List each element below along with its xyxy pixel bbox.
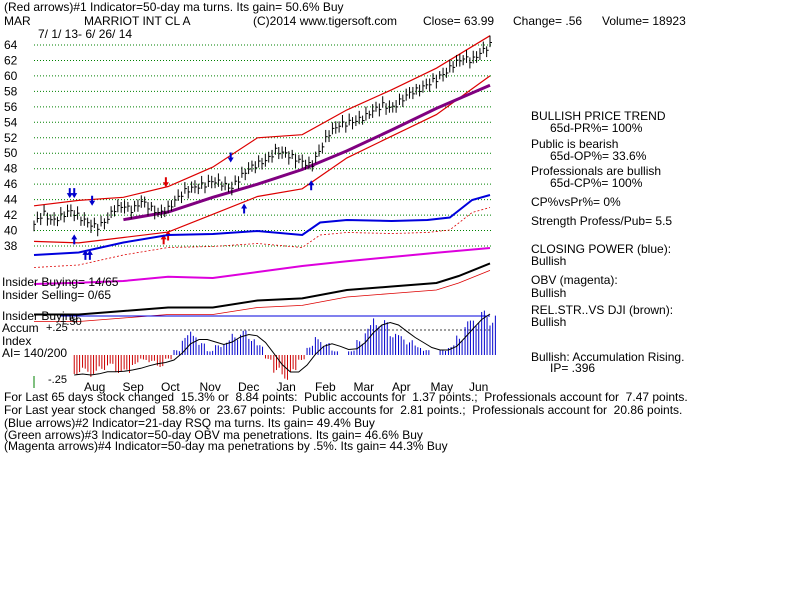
- accumulation-status: Bullish: Accumulation Rising.: [531, 350, 685, 364]
- blue-arrow-up: [86, 249, 93, 260]
- cp-vs-pr: CP%vsPr%= 0%: [531, 195, 621, 209]
- insider-selling-label: Insider Selling= 0/65: [2, 288, 112, 302]
- footer-blue-arrows: (Blue arrows)#2 Indicator=21-day RSQ ma …: [4, 416, 375, 430]
- obv-line: [33, 247, 491, 285]
- close-value: Close= 63.99: [423, 14, 495, 28]
- accum-label: Accum: [2, 321, 39, 335]
- strength-ratio: Strength Profess/Pub= 5.5: [531, 214, 673, 228]
- month-dec: Dec: [238, 380, 259, 394]
- y-tick-42: 42: [4, 208, 18, 222]
- obv-label: OBV (magenta):: [531, 273, 618, 287]
- month-may: May: [431, 380, 454, 394]
- accum-ma-line: [74, 313, 491, 376]
- month-mar: Mar: [354, 380, 375, 394]
- signal-arrows: [66, 152, 315, 260]
- insider-buying-label: Insider Buying= 14/65: [2, 275, 119, 289]
- relstr-ma: [34, 270, 491, 322]
- y-tick-58: 58: [4, 84, 18, 98]
- accumulation-bars: [60, 310, 496, 380]
- blue-arrow-down: [66, 188, 73, 199]
- public-status: Public is bearish: [531, 137, 619, 151]
- upper-band: [33, 35, 491, 207]
- month-apr: Apr: [392, 380, 411, 394]
- footer-year: For Last year stock changed 58.8% or 23.…: [4, 403, 683, 417]
- month-feb: Feb: [315, 380, 336, 394]
- red-arrow-down: [162, 177, 169, 188]
- footer-magenta-arrows: (Magenta arrows)#4 Indicator=50-day ma p…: [4, 439, 448, 453]
- relstr-label: REL.STR..VS DJI (brown):: [531, 303, 674, 317]
- y-tick-50: 50: [4, 146, 18, 160]
- month-oct: Oct: [161, 380, 180, 394]
- blue-arrow-down: [89, 195, 96, 206]
- ai-label: AI= 140/200: [2, 346, 68, 360]
- company-name: MARRIOT INT CL A: [84, 14, 191, 28]
- blue-arrow-down: [227, 152, 234, 163]
- blue-arrow-up: [241, 203, 248, 214]
- y-tick-40: 40: [4, 224, 18, 238]
- insider-buying-label-2: Insider Buying: [2, 309, 79, 323]
- month-jan: Jan: [277, 380, 296, 394]
- cp-value: 65d-CP%= 100%: [550, 176, 643, 190]
- index-label: Index: [2, 334, 32, 348]
- trend-title: BULLISH PRICE TREND: [531, 109, 666, 123]
- y-tick-56: 56: [4, 100, 18, 114]
- month-nov: Nov: [200, 380, 221, 394]
- blue-arrow-down: [71, 188, 78, 199]
- plus25-label: +.25: [46, 322, 68, 334]
- price-grid: [34, 44, 492, 247]
- y-tick-48: 48: [4, 162, 18, 176]
- obv-status: Bullish: [531, 286, 567, 300]
- professional-status: Professionals are bullish: [531, 164, 662, 178]
- y-tick-60: 60: [4, 69, 18, 83]
- blue-arrow-up: [82, 249, 89, 260]
- price-bars: [33, 35, 492, 237]
- y-tick-44: 44: [4, 193, 18, 207]
- blue-arrow-up: [308, 180, 315, 191]
- change-value: Change= .56: [513, 14, 583, 28]
- price-bands: [33, 35, 491, 244]
- ip-value: IP= .396: [550, 361, 596, 375]
- minus25-label: -.25: [48, 374, 67, 386]
- indicator-lines: [33, 194, 491, 322]
- symbol: MAR: [4, 14, 31, 28]
- y-tick-62: 62: [4, 53, 18, 67]
- closing-power-label: CLOSING POWER (blue):: [531, 242, 672, 256]
- volume-value: Volume= 18923: [602, 14, 686, 28]
- y-tick-64: 64: [4, 38, 18, 52]
- lower-band: [33, 75, 491, 244]
- ma50-line: [123, 83, 491, 222]
- indicator-1-text: (Red arrows)#1 Indicator=50-day ma turns…: [4, 0, 344, 14]
- relstr-status: Bullish: [531, 315, 567, 329]
- month-aug: Aug: [84, 380, 105, 394]
- blue-arrow-up: [71, 234, 78, 245]
- pr-value: 65d-PR%= 100%: [550, 121, 643, 135]
- footer-green-arrows: (Green arrows)#3 Indicator=50-day OBV ma…: [4, 428, 423, 442]
- month-sep: Sep: [123, 380, 145, 394]
- y-tick-54: 54: [4, 115, 18, 129]
- y-tick-38: 38: [4, 239, 18, 253]
- closing-power-line: [33, 194, 491, 256]
- plus50-label: +.50: [60, 316, 82, 328]
- footer-65day: For Last 65 days stock changed 15.3% or …: [4, 390, 688, 404]
- closing-power-status: Bullish: [531, 254, 567, 268]
- closing-power-ma: [33, 207, 491, 268]
- x-axis-months: Aug Sep Oct Nov Dec Jan Feb Mar Apr May Jun: [33, 376, 488, 394]
- y-tick-52: 52: [4, 131, 18, 145]
- date-range: 7/ 1/ 13- 6/ 26/ 14: [38, 27, 133, 41]
- copyright: (C)2014 www.tigersoft.com: [253, 14, 398, 28]
- relstr-line: [34, 262, 491, 316]
- y-tick-46: 46: [4, 177, 18, 191]
- month-jun: Jun: [469, 380, 488, 394]
- op-value: 65d-OP%= 33.6%: [550, 149, 647, 163]
